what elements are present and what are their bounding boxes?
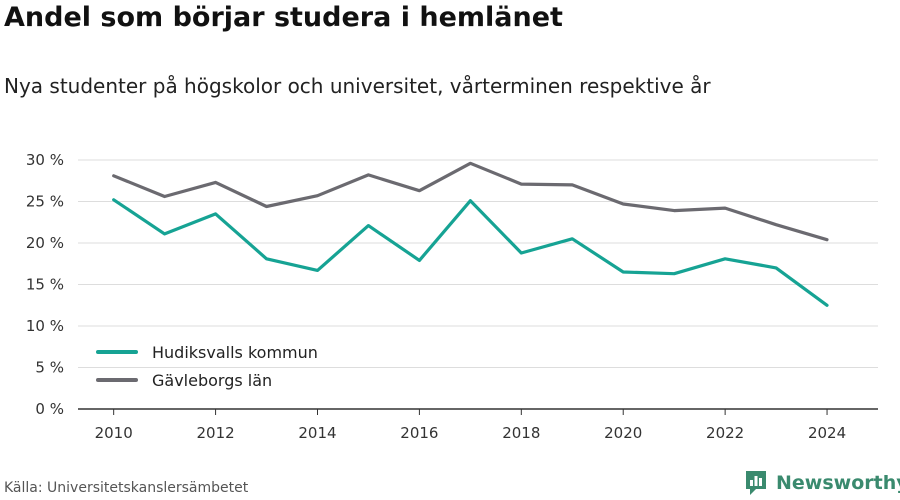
x-tick-label: 2012 bbox=[196, 424, 234, 442]
grid-lines bbox=[78, 159, 878, 368]
x-tick-label: 2014 bbox=[298, 424, 336, 442]
y-tick-label: 20 % bbox=[26, 234, 64, 252]
x-tick-label: 2016 bbox=[400, 424, 438, 442]
legend-swatch-hudiksvall bbox=[96, 350, 138, 354]
x-tick-label: 2010 bbox=[95, 424, 133, 442]
x-tick-label: 2022 bbox=[706, 424, 744, 442]
brand-logo[interactable]: Newsworthy bbox=[744, 468, 900, 498]
source-note: Källa: Universitetskanslersämbetet bbox=[4, 480, 249, 496]
series-line-1 bbox=[112, 161, 829, 242]
chart-subtitle: Nya studenter på högskolor och universit… bbox=[4, 74, 711, 98]
y-tick-label: 0 % bbox=[35, 400, 64, 418]
legend-item-gavleborg: Gävleborgs län bbox=[96, 366, 318, 394]
brand-name: Newsworthy bbox=[776, 472, 900, 494]
x-tick-label: 2018 bbox=[502, 424, 540, 442]
legend: Hudiksvalls kommun Gävleborgs län bbox=[96, 338, 318, 394]
y-tick-label: 30 % bbox=[26, 151, 64, 169]
line-chart: 0 %5 %10 %15 %20 %25 %30 % 2010 2012 2014 2… bbox=[26, 151, 878, 442]
y-tick-label: 25 % bbox=[26, 193, 64, 211]
legend-label-gavleborg: Gävleborgs län bbox=[152, 370, 273, 390]
y-axis-ticks: 0 % 5 % 10 % 15 % 20 % 25 % 30 % bbox=[26, 151, 64, 418]
legend-item-hudiksvall: Hudiksvalls kommun bbox=[96, 338, 318, 366]
chart-title: Andel som börjar studera i hemlänet bbox=[4, 2, 563, 33]
y-tick-label: 5 % bbox=[35, 359, 64, 377]
series-lines bbox=[112, 161, 829, 307]
legend-swatch-gavleborg bbox=[96, 378, 138, 382]
newsworthy-icon bbox=[746, 471, 766, 495]
y-tick-label: 10 % bbox=[26, 317, 64, 335]
series-line-0 bbox=[112, 198, 829, 307]
y-tick-label: 15 % bbox=[26, 276, 64, 294]
legend-label-hudiksvall: Hudiksvalls kommun bbox=[152, 342, 318, 362]
x-tick-label: 2024 bbox=[808, 424, 846, 442]
x-axis-ticks: 2010 2012 2014 2016 2018 2020 2022 2024 bbox=[95, 409, 846, 442]
x-tick-label: 2020 bbox=[604, 424, 642, 442]
